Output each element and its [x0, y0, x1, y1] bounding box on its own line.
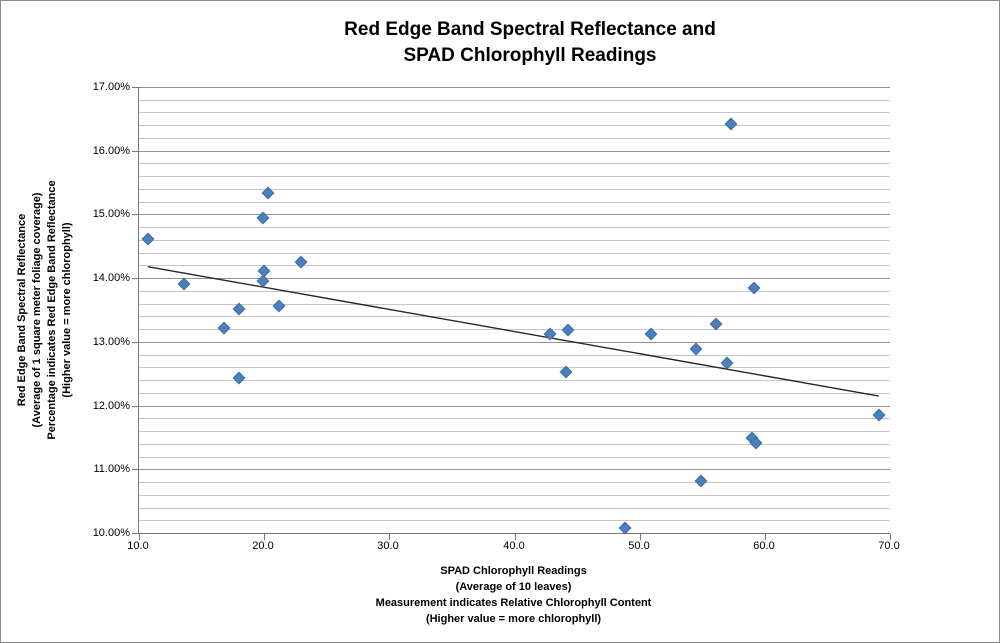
chart-title-line-1: Red Edge Band Spectral Reflectance and	[344, 19, 716, 40]
y-axis-tick	[132, 278, 138, 279]
y-axis-tick	[132, 533, 138, 534]
gridline-minor	[139, 112, 890, 113]
gridline-major	[139, 469, 890, 470]
gridline-major	[139, 278, 890, 279]
y-tick-label: 10.00%	[92, 527, 130, 539]
gridline-major	[139, 87, 890, 88]
gridline-major	[139, 342, 890, 343]
x-tick-label: 40.0	[503, 540, 525, 552]
gridline-minor	[139, 457, 890, 458]
x-axis-title: SPAD Chlorophyll Readings (Average of 10…	[138, 563, 889, 627]
x-axis-tick	[264, 534, 265, 540]
gridline-minor	[139, 520, 890, 521]
gridline-minor	[139, 329, 890, 330]
y-axis-title: Red Edge Band Spectral Reflectance (Aver…	[15, 87, 77, 533]
gridline-major	[139, 151, 890, 152]
gridline-minor	[139, 176, 890, 177]
trendline	[147, 265, 879, 397]
y-axis-tick	[132, 469, 138, 470]
y-tick-label: 14.00%	[92, 272, 130, 284]
gridline-minor	[139, 304, 890, 305]
chart-title-line-2: SPAD Chlorophyll Readings	[403, 45, 657, 66]
gridline-minor	[139, 431, 890, 432]
gridline-minor	[139, 202, 890, 203]
gridline-minor	[139, 240, 890, 241]
y-axis-title-line-4: (Higher value = more chlorophyll)	[61, 222, 73, 398]
x-axis-title-line-1: SPAD Chlorophyll Readings	[440, 565, 587, 577]
gridline-minor	[139, 495, 890, 496]
gridline-minor	[139, 125, 890, 126]
plot-area	[132, 87, 891, 540]
gridline-minor	[139, 508, 890, 509]
x-axis-tick	[640, 534, 641, 540]
y-tick-label: 11.00%	[93, 463, 131, 475]
y-axis-tick	[132, 342, 138, 343]
gridline-minor	[139, 393, 890, 394]
x-tick-label: 20.0	[252, 540, 274, 552]
gridline-minor	[139, 227, 890, 228]
y-axis-title-line-1: Red Edge Band Spectral Reflectance	[16, 213, 28, 407]
x-axis-title-line-3: Measurement indicates Relative Chlorophy…	[375, 597, 652, 609]
y-tick-label: 13.00%	[92, 336, 130, 348]
x-axis-tick	[139, 534, 140, 540]
gridline-minor	[139, 316, 890, 317]
gridline-major	[139, 406, 890, 407]
y-tick-label: 16.00%	[92, 145, 130, 157]
gridline-minor	[139, 189, 890, 190]
gridline-minor	[139, 444, 890, 445]
gridline-minor	[139, 163, 890, 164]
x-tick-label: 10.0	[127, 540, 149, 552]
chart-title: Red Edge Band Spectral Reflectance and S…	[61, 17, 999, 69]
gridline-minor	[139, 138, 890, 139]
gridline-minor	[139, 367, 890, 368]
gridline-minor	[139, 355, 890, 356]
gridline-minor	[139, 418, 890, 419]
y-tick-label: 17.00%	[92, 81, 130, 93]
y-axis-tick	[132, 406, 138, 407]
gridline-minor	[139, 100, 890, 101]
y-axis-tick	[132, 87, 138, 88]
y-tick-label: 12.00%	[92, 400, 130, 412]
y-tick-label: 15.00%	[92, 208, 130, 220]
gridline-minor	[139, 291, 890, 292]
x-tick-label: 50.0	[628, 540, 650, 552]
y-axis-title-line-3: Percentage indicates Red Edge Band Refle…	[46, 180, 58, 440]
x-axis-title-line-4: (Higher value = more chlorophyll)	[425, 613, 602, 625]
x-tick-label: 30.0	[377, 540, 399, 552]
y-axis-tick	[132, 151, 138, 152]
x-axis-tick	[765, 534, 766, 540]
y-axis-title-line-2: (Average of 1 square meter foliage cover…	[31, 192, 43, 428]
gridline-minor	[139, 265, 890, 266]
trendline-layer	[147, 265, 879, 397]
gridline-major	[139, 214, 890, 215]
gridline-minor	[139, 253, 890, 254]
y-axis-tick	[132, 214, 138, 215]
gridline-minor	[139, 380, 890, 381]
x-axis-tick	[389, 534, 390, 540]
x-tick-label: 60.0	[753, 540, 775, 552]
x-tick-label: 70.0	[878, 540, 900, 552]
x-axis-tick	[890, 534, 891, 540]
x-axis-title-line-2: (Average of 10 leaves)	[455, 581, 572, 593]
x-axis-tick	[515, 534, 516, 540]
gridline-minor	[139, 482, 890, 483]
